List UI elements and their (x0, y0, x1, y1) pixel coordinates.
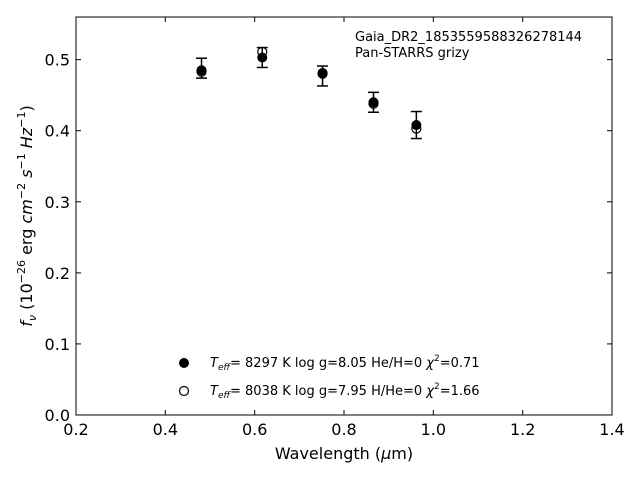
y-tick-label: 0.2 (45, 264, 70, 283)
x-tick-label: 0.6 (242, 420, 267, 439)
model-point-filled (368, 97, 379, 108)
legend-entry-2: Teff= 8038 K log g=7.95 H/He=0 χ2=1.66 (210, 382, 480, 401)
model-point-filled (317, 68, 328, 79)
x-axis-title: Wavelength (μm) (275, 444, 413, 463)
model-point-filled (196, 65, 207, 76)
x-axis: 0.2 0.4 0.6 0.8 1.0 1.2 1.4 (63, 17, 625, 439)
model-point-filled (411, 120, 422, 131)
x-tick-label: 0.2 (63, 420, 88, 439)
y-tick-label: 0.4 (45, 122, 70, 141)
y-tick-label: 0.1 (45, 335, 70, 354)
legend-entry-1: Teff= 8297 K log g=8.05 He/H=0 χ2=0.71 (210, 354, 480, 373)
legend-marker-filled (179, 358, 189, 368)
y-tick-label: 0.3 (45, 193, 70, 212)
y-axis: 0.0 0.1 0.2 0.3 0.4 0.5 (45, 51, 612, 425)
y-tick-label: 0.5 (45, 51, 70, 70)
x-tick-label: 1.4 (599, 420, 624, 439)
x-tick-label: 1.2 (510, 420, 535, 439)
survey-annotation: Pan-STARRS grizy (355, 46, 470, 61)
legend-marker-open (178, 385, 190, 397)
x-tick-label: 1.0 (421, 420, 446, 439)
y-axis-title: fν (10−26 erg cm−2 s−1 Hz−1) (15, 105, 39, 326)
model-point-filled (257, 52, 268, 63)
star-id-annotation: Gaia_DR2_1853559588326278144 (355, 30, 582, 45)
x-tick-label: 0.8 (331, 420, 356, 439)
plot-layer (196, 46, 422, 140)
legend: Teff= 8297 K log g=8.05 He/H=0 χ2=0.71 T… (178, 354, 480, 401)
y-tick-label: 0.0 (45, 406, 70, 425)
x-tick-label: 0.4 (153, 420, 178, 439)
